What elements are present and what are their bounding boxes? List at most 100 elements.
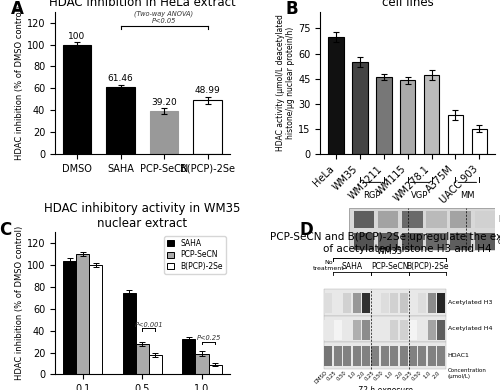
Bar <box>362 319 370 340</box>
Text: MM: MM <box>460 191 474 200</box>
Bar <box>343 319 351 340</box>
Bar <box>428 346 436 366</box>
Bar <box>352 346 360 366</box>
Text: 2.0: 2.0 <box>394 370 404 379</box>
Bar <box>324 346 332 366</box>
Text: 61.46: 61.46 <box>108 74 134 83</box>
Bar <box>63 261 76 374</box>
Text: (Two-way ANOVA)
P<0.05: (Two-way ANOVA) P<0.05 <box>134 11 194 24</box>
Y-axis label: HDAC activity (μmol/L deacetylated
histone/μg nuclear protein/h): HDAC activity (μmol/L deacetylated histo… <box>276 14 295 151</box>
Text: Acetylated H4: Acetylated H4 <box>448 326 492 332</box>
Text: PCP-SeCN and B(PCP)-2Se upregulate the expression
of acetylated histone H3 and H: PCP-SeCN and B(PCP)-2Se upregulate the e… <box>270 232 500 254</box>
Text: P<0.001: P<0.001 <box>134 322 163 328</box>
Text: B(PCP)-2Se: B(PCP)-2Se <box>406 262 448 271</box>
Bar <box>324 289 446 369</box>
Text: 2.0: 2.0 <box>432 370 442 379</box>
Bar <box>362 293 370 313</box>
Text: HDAC1: HDAC1 <box>448 353 469 358</box>
Bar <box>208 365 222 374</box>
Bar <box>448 115 463 154</box>
Bar <box>390 319 398 340</box>
Text: Concentration
(μmol/L): Concentration (μmol/L) <box>448 368 486 379</box>
Text: WM35: WM35 <box>376 247 403 256</box>
Text: RGP: RGP <box>363 191 380 200</box>
Bar <box>182 339 196 374</box>
Bar <box>409 293 417 313</box>
Text: A: A <box>12 0 24 18</box>
Y-axis label: HDAC inhibition (% of DMSO control): HDAC inhibition (% of DMSO control) <box>15 226 24 380</box>
Bar <box>150 111 178 154</box>
Bar <box>194 100 222 154</box>
Text: 1.0: 1.0 <box>422 370 432 379</box>
Bar <box>409 319 417 340</box>
Bar <box>334 319 342 340</box>
Text: 48.99: 48.99 <box>194 86 220 95</box>
Bar <box>372 293 380 313</box>
Bar <box>437 319 445 340</box>
Bar <box>418 293 426 313</box>
Bar <box>437 293 445 313</box>
Bar <box>400 346 407 366</box>
Text: 0.25: 0.25 <box>402 370 413 382</box>
Text: No
treatment: No treatment <box>312 260 344 271</box>
Bar <box>472 129 487 154</box>
Text: DMSO: DMSO <box>314 370 328 385</box>
Bar <box>76 254 89 374</box>
Bar <box>390 293 398 313</box>
Text: B: B <box>286 0 298 18</box>
Bar <box>324 289 446 316</box>
Bar <box>334 346 342 366</box>
Text: 0.50: 0.50 <box>336 370 347 382</box>
Bar <box>343 346 351 366</box>
Y-axis label: HDAC inhibition (% of DMSO control): HDAC inhibition (% of DMSO control) <box>15 6 24 160</box>
Bar <box>372 319 380 340</box>
Text: VGP: VGP <box>411 191 428 200</box>
Text: 72 h exposure: 72 h exposure <box>358 386 412 390</box>
Title: HDAC inhibition in HeLa extract: HDAC inhibition in HeLa extract <box>49 0 236 9</box>
Bar <box>149 355 162 374</box>
Text: 39.20: 39.20 <box>151 98 177 107</box>
Text: Acetylated H3: Acetylated H3 <box>448 300 492 305</box>
Bar <box>328 37 344 154</box>
Bar <box>381 293 389 313</box>
Bar <box>352 62 368 154</box>
Bar <box>334 293 342 313</box>
Bar <box>106 87 134 154</box>
Bar <box>400 80 415 154</box>
Bar <box>324 293 332 313</box>
Bar <box>362 346 370 366</box>
Text: 2.0: 2.0 <box>356 370 366 379</box>
Bar <box>324 316 446 342</box>
Bar <box>390 346 398 366</box>
Bar <box>381 346 389 366</box>
Text: D: D <box>300 221 313 239</box>
Bar <box>400 293 407 313</box>
Text: 1.0: 1.0 <box>348 370 357 379</box>
Bar <box>352 319 360 340</box>
Bar <box>343 293 351 313</box>
Text: PCP-SeCN: PCP-SeCN <box>371 262 408 271</box>
Text: 100: 100 <box>68 32 86 41</box>
Text: 0.50: 0.50 <box>411 370 422 382</box>
Title: HDAC inhibitory activity in WM35
nuclear extract: HDAC inhibitory activity in WM35 nuclear… <box>44 202 240 230</box>
Bar <box>122 293 136 374</box>
Text: 0.25: 0.25 <box>326 370 338 382</box>
Text: P<0.25: P<0.25 <box>196 335 220 341</box>
Bar <box>372 346 380 366</box>
Bar <box>381 319 389 340</box>
Text: 0.50: 0.50 <box>373 370 385 382</box>
Bar <box>428 293 436 313</box>
Text: 0.25: 0.25 <box>364 370 376 382</box>
Text: 1.0: 1.0 <box>385 370 394 379</box>
Bar <box>437 346 445 366</box>
Bar <box>63 44 91 154</box>
Text: C: C <box>0 221 12 239</box>
Bar <box>400 319 407 340</box>
Bar <box>376 77 392 154</box>
Text: SAHA: SAHA <box>342 262 362 271</box>
Title: Expression of HDAC in melanoma
cell lines: Expression of HDAC in melanoma cell line… <box>309 0 500 9</box>
Bar <box>418 319 426 340</box>
Bar <box>409 346 417 366</box>
Bar <box>136 344 149 374</box>
Bar <box>418 346 426 366</box>
